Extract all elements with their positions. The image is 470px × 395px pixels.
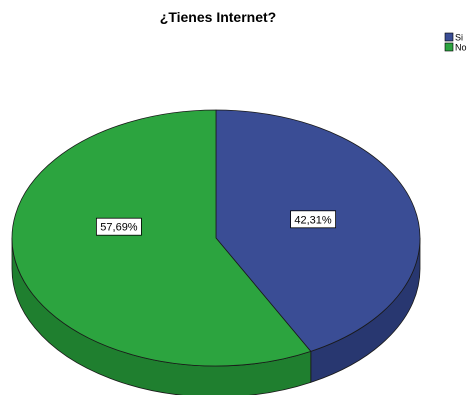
legend-label: No (455, 43, 467, 53)
chart-title: ¿Tienes Internet? (160, 9, 276, 25)
legend-swatch (444, 42, 454, 52)
data-label-text: 42,31% (294, 214, 332, 226)
data-label-box (290, 210, 337, 229)
data-label-si: 42,31% (290, 210, 337, 229)
legend-item-no: No (444, 42, 467, 53)
data-label-no: 57,69% (96, 217, 142, 236)
legend-label: Si (455, 33, 463, 43)
pie-slice-no (11, 109, 312, 367)
data-labels: 42,31% 57,69% (96, 210, 337, 236)
legend-item-si: Si (444, 32, 463, 43)
pie-slices (11, 109, 421, 367)
pie-slice-si (215, 109, 421, 352)
data-label-box (96, 217, 142, 236)
legend-swatch (444, 32, 454, 42)
data-label-text: 57,69% (100, 222, 138, 234)
